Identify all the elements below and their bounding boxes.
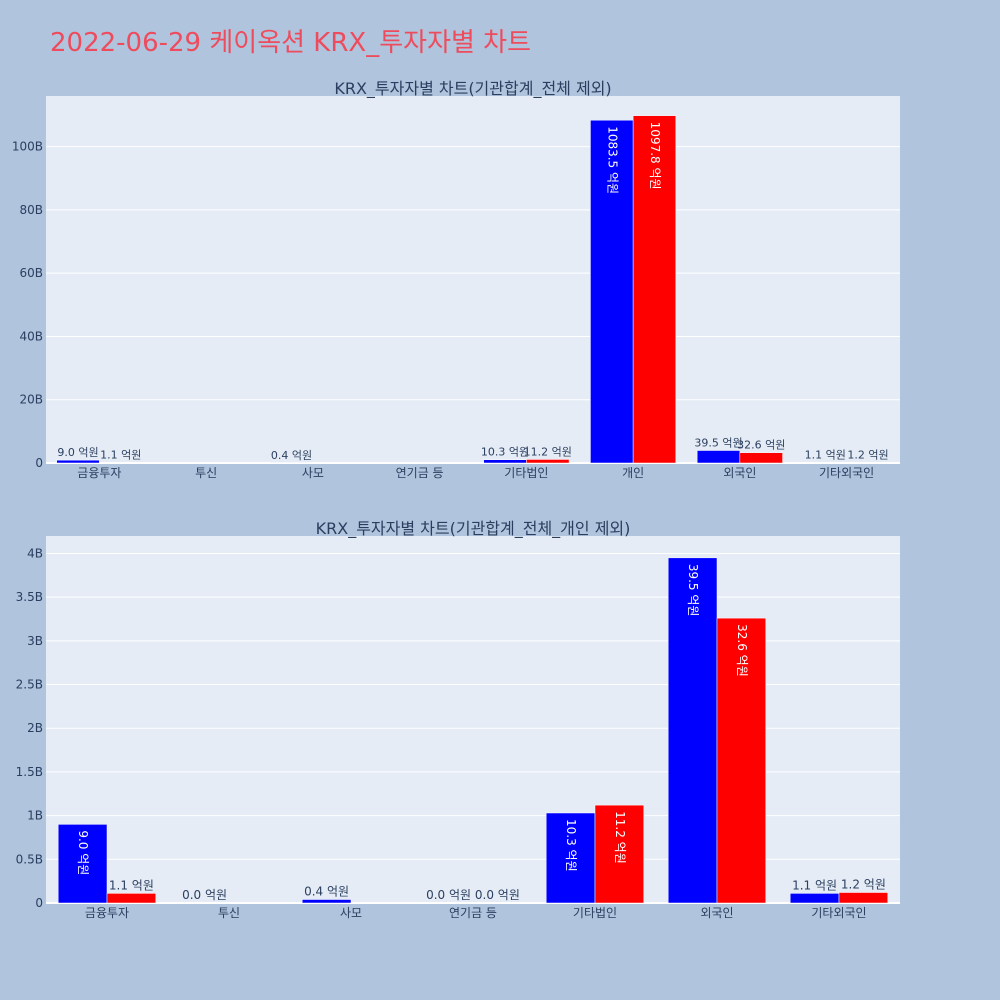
x-tick-label: 기타외국인	[819, 466, 874, 480]
plot-area	[46, 96, 900, 463]
y-tick-label: 2.5B	[16, 678, 43, 692]
x-tick-label: 금융투자	[77, 466, 121, 480]
data-label: 0.0 억원	[426, 888, 471, 902]
data-label: 39.5 억원	[686, 564, 700, 617]
data-label: 0.4 억원	[304, 885, 349, 899]
data-label: 1.1 억원	[792, 878, 837, 892]
y-tick-label: 100B	[12, 140, 43, 154]
bar	[838, 892, 889, 904]
data-label: 0.4 억원	[271, 449, 312, 462]
y-tick-label: 40B	[19, 329, 43, 343]
bar	[789, 893, 840, 904]
y-tick-label: 20B	[19, 393, 43, 407]
data-label: 1.2 억원	[847, 449, 888, 462]
y-tick-label: 0	[35, 456, 43, 470]
plot-area	[46, 536, 900, 903]
data-label: 1.1 억원	[109, 878, 154, 892]
data-label: 11.2 억원	[613, 811, 627, 864]
page-title: 2022-06-29 케이옥션 KRX_투자자별 차트	[50, 28, 532, 58]
bar	[301, 899, 352, 904]
y-tick-label: 1B	[27, 809, 43, 823]
x-tick-label: 기타외국인	[811, 906, 866, 920]
data-label: 1.1 억원	[805, 449, 846, 462]
x-tick-label: 사모	[302, 466, 324, 480]
bar	[57, 824, 108, 904]
data-label: 1.2 억원	[841, 878, 886, 892]
bar	[56, 459, 100, 464]
y-tick-label: 60B	[19, 266, 43, 280]
x-tick-label: 금융투자	[85, 906, 129, 920]
data-label: 10.3 억원	[481, 446, 529, 459]
bar	[594, 804, 645, 904]
x-tick-label: 기타법인	[504, 466, 548, 480]
bar	[106, 893, 157, 904]
data-label: 1097.8 억원	[648, 122, 662, 190]
x-tick-label: 개인	[622, 466, 644, 480]
x-tick-label: 연기금 등	[449, 906, 497, 920]
bar	[716, 617, 767, 904]
data-label: 10.3 억원	[564, 819, 578, 872]
data-label: 32.6 억원	[737, 439, 785, 452]
bar	[483, 459, 527, 464]
chart-title: KRX_투자자별 차트(기관합계_전체_개인 제외)	[316, 519, 631, 539]
x-tick-label: 외국인	[723, 466, 756, 480]
bar	[632, 115, 677, 464]
data-label: 11.2 억원	[524, 445, 572, 458]
y-tick-label: 4B	[27, 546, 43, 560]
x-tick-label: 투신	[218, 906, 240, 920]
data-label: 0.0 억원	[182, 888, 227, 902]
data-label: 39.5 억원	[694, 437, 742, 450]
chart-2: 0 0.5B 1B 1.5B 2B 2.5B 3B 3.5B 4B KRX_투자자별 차트(기관합…	[16, 519, 900, 920]
bar	[545, 812, 596, 904]
y-tick-label: 3.5B	[16, 590, 43, 604]
data-label: 0.0 억원	[475, 888, 520, 902]
data-label: 9.0 억원	[76, 830, 90, 875]
x-tick-label: 외국인	[700, 906, 733, 920]
chart-1: 0 20B 40B 60B 80B 100B KRX_투자자별 차트(기관합계_전체 제외)…	[12, 79, 900, 480]
data-label: 32.6 억원	[735, 624, 749, 677]
data-label: 1083.5 억원	[605, 126, 619, 194]
bar	[696, 450, 741, 464]
x-tick-label: 기타법인	[573, 906, 617, 920]
y-tick-label: 0	[35, 896, 43, 910]
chart-title: KRX_투자자별 차트(기관합계_전체 제외)	[334, 79, 611, 99]
data-label: 1.1 억원	[100, 449, 141, 462]
y-tick-label: 0.5B	[16, 852, 43, 866]
data-label: 9.0 억원	[57, 446, 98, 459]
x-tick-label: 연기금 등	[396, 466, 444, 480]
y-tick-label: 2B	[27, 721, 43, 735]
x-tick-label: 사모	[340, 906, 362, 920]
y-tick-label: 3B	[27, 634, 43, 648]
x-tick-label: 투신	[195, 466, 217, 480]
bar	[526, 459, 570, 464]
y-tick-label: 1.5B	[16, 765, 43, 779]
bar	[739, 452, 783, 464]
bar	[667, 557, 718, 904]
y-tick-label: 80B	[19, 203, 43, 217]
